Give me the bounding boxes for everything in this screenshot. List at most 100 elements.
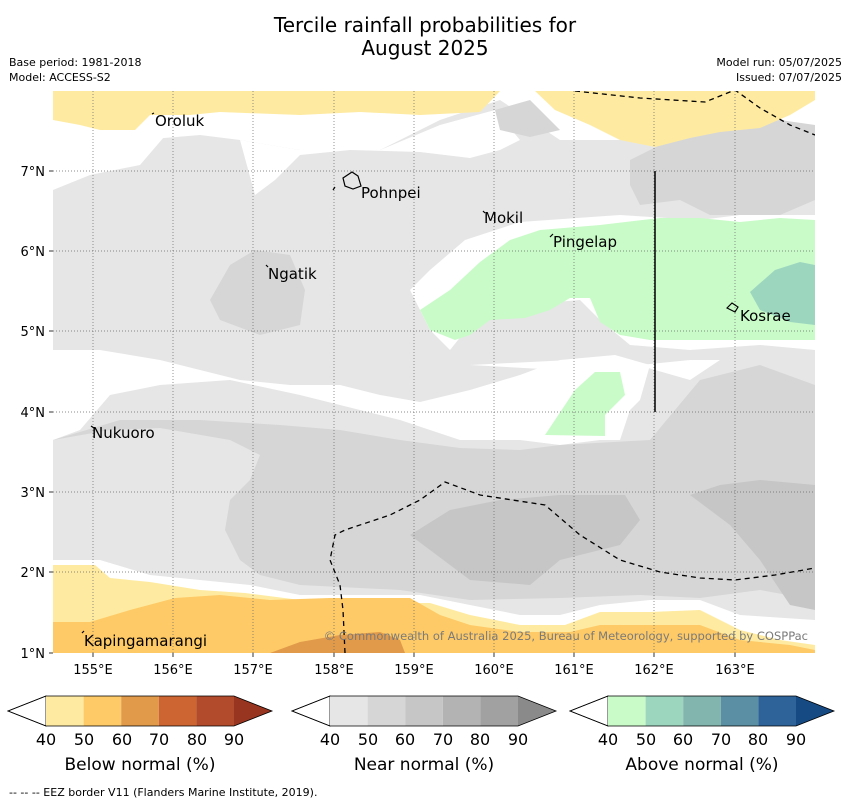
cb-tick: 80 [747,730,769,749]
longitude-labels: 155°E 156°E 157°E 158°E 159°E 160°E 161°… [73,663,755,678]
colorbar-cell [196,696,234,726]
lon-label: 161°E [554,663,594,678]
near-normal-shading [53,100,815,610]
lon-label: 162°E [634,663,674,678]
lat-label: 7°N [21,165,46,180]
place-labels: Oroluk Pohnpei Mokil Pingelap Ngatik Kos… [84,112,791,650]
place-kosrae: Kosrae [740,307,791,325]
colorbar-cell [46,696,84,726]
island-nukuoro [90,425,95,429]
colorbar-near-label: Near normal (%) [353,755,495,775]
colorbar-cell [121,696,159,726]
latitude-labels: 7°N 6°N 5°N 4°N 3°N 2°N 1°N [21,165,46,662]
cb-tick: 90 [507,730,529,749]
above-normal-shading [420,218,815,436]
colorbar-near [290,695,558,727]
colorbar-cell [330,696,368,726]
lon-label: 163°E [715,663,755,678]
copyright-notice: © Commonwealth of Australia 2025, Bureau… [324,629,808,643]
cb-tick: 40 [597,730,619,749]
colorbar-extend-low [290,695,331,727]
title-line-2: August 2025 [361,36,489,60]
colorbar-above [568,695,836,727]
colorbar-cell [758,696,796,726]
island-ngatik [265,264,269,268]
colorbar-extend-high [796,696,834,726]
colorbar-cell [367,696,406,726]
lon-label: 159°E [394,663,434,678]
colorbar-extend-low [568,695,609,727]
colorbar-extend-high [234,696,272,726]
cb-tick: 70 [710,730,732,749]
cb-tick: 60 [111,730,133,749]
place-ngatik: Ngatik [268,265,317,283]
meta-left: Base period: 1981-2018 Model: ACCESS-S2 [9,55,141,85]
colorbar-cell [405,696,443,726]
colorbar-cell [720,696,759,726]
island-kapingamarangi [81,630,85,634]
cb-tick: 40 [35,730,57,749]
place-nukuoro: Nukuoro [92,424,155,442]
colorbar-above-label: Above normal (%) [625,755,779,775]
colorbar-extend-low [6,695,47,727]
base-period: Base period: 1981-2018 [9,56,142,69]
lon-label: 155°E [73,663,113,678]
lon-label: 158°E [314,663,354,678]
colorbar-cell [158,696,197,726]
colorbar-cell [83,696,122,726]
place-pingelap: Pingelap [553,233,617,251]
colorbar-frame [6,695,274,727]
colorbar-cell [442,696,481,726]
lat-label: 1°N [21,647,46,662]
lon-label: 160°E [474,663,514,678]
island-pohnpei [342,171,362,190]
island-kosrae [725,302,739,313]
islands [81,112,739,634]
issued-date: Issued: 07/07/2025 [735,71,842,84]
cb-tick: 90 [785,730,807,749]
lat-label: 5°N [21,325,46,340]
below-normal-shading [53,91,815,653]
place-pohnpei: Pohnpei [361,184,421,202]
colorbar-frame [568,695,836,727]
lat-label: 3°N [21,486,46,501]
model-run: Model run: 05/07/2025 [716,56,842,69]
colorbar-cell [480,696,518,726]
cb-tick: 60 [394,730,416,749]
map-title: Tercile rainfall probabilities for Augus… [0,14,850,60]
cb-tick: 50 [635,730,657,749]
island-mokil [482,210,486,214]
colorbar-cell [683,696,721,726]
eez-border [329,91,815,653]
title-line-1: Tercile rainfall probabilities for [273,13,577,37]
colorbar-below-label: Below normal (%) [64,755,216,775]
footnote-eez: -- -- -- EEZ border V11 (Flanders Marine… [9,786,318,799]
colorbar-extend-high [518,696,556,726]
lat-label: 6°N [21,245,46,260]
place-oroluk: Oroluk [155,112,204,130]
cb-tick: 70 [432,730,454,749]
cb-tick: 50 [357,730,379,749]
cb-tick: 60 [672,730,694,749]
lat-label: 2°N [21,566,46,581]
model-name: Model: ACCESS-S2 [9,71,111,84]
island-pingelap [549,233,554,238]
lat-label: 4°N [21,406,46,421]
cb-tick: 80 [469,730,491,749]
colorbar-below [6,695,274,727]
cb-tick: 50 [73,730,95,749]
cb-tick: 40 [319,730,341,749]
colorbar-frame [290,695,558,727]
island-oroluk [151,112,155,115]
colorbar-cell [645,696,684,726]
lon-label: 156°E [153,663,193,678]
probability-field [53,91,815,653]
cb-tick: 90 [223,730,245,749]
meta-right: Model run: 05/07/2025 Issued: 07/07/2025 [716,55,842,85]
place-mokil: Mokil [484,209,523,227]
cb-tick: 80 [186,730,208,749]
gridlines [53,91,815,653]
island-pohnpei-outlier [332,186,336,191]
cb-tick: 70 [148,730,170,749]
